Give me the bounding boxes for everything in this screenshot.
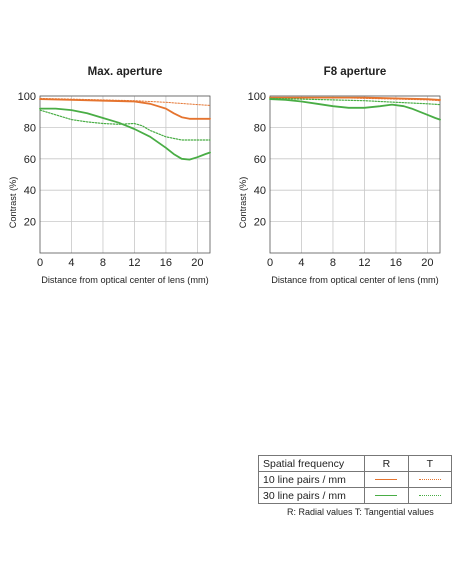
legend-swatch-10-tangential: [418, 479, 441, 481]
y-axis-label: Contrast (%): [238, 177, 248, 229]
legend-swatch-10-radial: [375, 479, 398, 481]
y-tick-label: 80: [254, 122, 266, 134]
x-tick-label: 12: [128, 257, 140, 269]
series-line-10r: [39, 98, 211, 120]
plot-frame: [39, 95, 211, 254]
x-tick-label: 16: [390, 257, 402, 269]
chart-title: Max. aperture: [88, 66, 163, 78]
y-tick-label: 40: [254, 185, 266, 197]
x-tick-label: 16: [160, 257, 172, 269]
x-tick-label: 4: [68, 257, 74, 269]
chart-title: F8 aperture: [324, 66, 387, 78]
legend-row-10lp: 10 line pairs / mm: [257, 471, 452, 488]
series-line-30r: [269, 98, 441, 121]
x-tick-label: 20: [421, 257, 433, 269]
x-tick-label: 0: [37, 257, 43, 269]
legend-table: Spatial frequency R T 10 line pairs / mm…: [257, 455, 452, 504]
x-tick-label: 12: [358, 257, 370, 269]
legend-header-r: R: [364, 455, 409, 472]
plot-frame: [269, 95, 441, 254]
x-tick-label: 8: [330, 257, 336, 269]
y-tick-label: 80: [24, 122, 36, 134]
legend-swatch-30-tangential: [418, 495, 441, 497]
series-line-30r: [39, 107, 211, 161]
y-tick-label: 40: [24, 185, 36, 197]
legend-row-label: 10 line pairs / mm: [257, 471, 366, 488]
legend-header-t: T: [407, 455, 452, 472]
y-tick-label: 100: [18, 91, 36, 103]
y-tick-label: 100: [248, 91, 266, 103]
y-tick-label: 20: [24, 217, 36, 229]
legend-row-30lp: 30 line pairs / mm: [257, 487, 452, 504]
x-axis-label: Distance from optical center of lens (mm…: [41, 275, 208, 285]
y-axis-label: Contrast (%): [8, 177, 18, 229]
series-line-10t: [39, 97, 211, 106]
x-tick-label: 20: [191, 257, 203, 269]
x-axis-label: Distance from optical center of lens (mm…: [271, 275, 438, 285]
x-tick-label: 8: [100, 257, 106, 269]
x-tick-label: 4: [298, 257, 304, 269]
series-line-10t: [269, 97, 441, 102]
legend-row-label: 30 line pairs / mm: [257, 487, 366, 504]
y-tick-label: 20: [254, 217, 266, 229]
legend-header-row: Spatial frequency R T: [257, 455, 452, 472]
legend-swatch-30-radial: [375, 495, 398, 497]
series-line-30t: [39, 109, 211, 141]
legend-header-label: Spatial frequency: [257, 455, 366, 472]
x-tick-label: 0: [267, 257, 273, 269]
y-tick-label: 60: [24, 154, 36, 166]
series-line-30t: [269, 97, 441, 106]
y-tick-label: 60: [254, 154, 266, 166]
legend-note: R: Radial values T: Tangential values: [287, 507, 434, 517]
